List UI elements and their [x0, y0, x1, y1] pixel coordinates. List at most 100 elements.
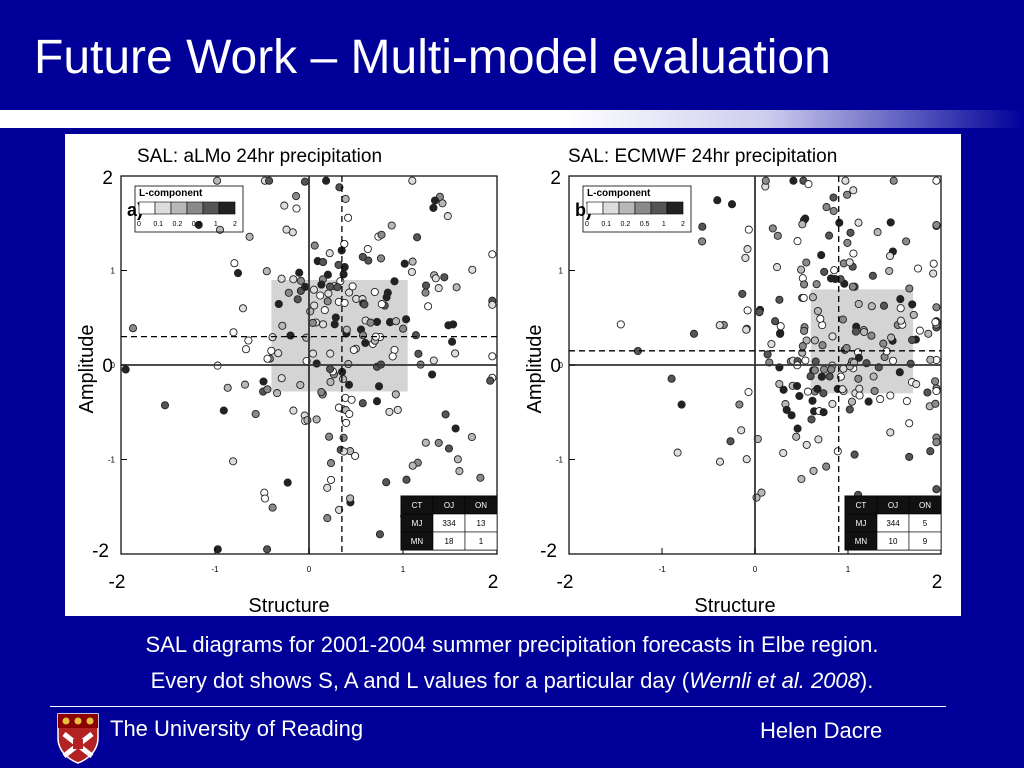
- scatter-point: [792, 432, 801, 441]
- scatter-point: [932, 176, 941, 185]
- x-max-label: 2: [932, 572, 943, 593]
- scatter-point: [260, 494, 270, 503]
- scatter-point: [923, 388, 932, 397]
- scatter-point: [413, 233, 422, 242]
- scatter-point: [274, 299, 283, 309]
- scatter-point: [289, 275, 298, 284]
- scatter-point: [828, 399, 837, 408]
- scatter-point: [841, 176, 850, 185]
- scatter-point: [387, 221, 396, 230]
- scatter-point: [876, 395, 885, 404]
- scatter-point: [931, 399, 940, 408]
- scatter-point: [810, 366, 819, 375]
- scatter-point: [854, 299, 863, 309]
- scatter-point: [251, 409, 260, 419]
- scatter-point: [213, 545, 222, 554]
- scatter-point: [309, 285, 318, 294]
- scatter-point: [828, 332, 837, 341]
- scatter-point: [385, 407, 394, 416]
- scatter-point: [854, 218, 863, 227]
- scatter-point: [932, 386, 941, 396]
- scatter-point: [929, 259, 938, 268]
- scatter-point: [393, 405, 402, 414]
- y-max-label: 2: [550, 168, 561, 189]
- scatter-point: [273, 389, 282, 398]
- scatter-point: [308, 318, 317, 327]
- scatter-point: [408, 257, 417, 266]
- scatter-point: [757, 488, 766, 497]
- scatter-point: [382, 478, 391, 487]
- scatter-point: [383, 288, 392, 297]
- scatter-point: [864, 397, 873, 406]
- legend-tick-label: 0: [585, 221, 589, 228]
- scatter-point: [391, 317, 401, 326]
- table-cell-text: 9: [923, 537, 928, 546]
- scatter-point: [888, 356, 898, 365]
- scatter-point: [799, 293, 808, 302]
- legend-swatch: [634, 201, 652, 215]
- sal-chart-ecmwf: SAL: ECMWF 24hr precipitation -1 -1 0 0 1 1 2 0 -…: [524, 146, 943, 616]
- scatter-point: [713, 196, 722, 205]
- scatter-point: [842, 343, 851, 353]
- x-inner-tick-label: 0: [753, 565, 758, 574]
- scatter-point: [667, 374, 676, 383]
- scatter-point: [282, 225, 291, 234]
- l-component-legend: L-component 0 0.1 0.2 0.5 1 2: [582, 185, 692, 233]
- y-zero-label: 0: [102, 356, 113, 377]
- scatter-point: [323, 270, 332, 279]
- scatter-point: [476, 473, 485, 482]
- scatter-point: [742, 325, 751, 334]
- table-cell-text: ON: [919, 501, 931, 510]
- table-cell: [464, 531, 498, 551]
- scatter-point: [488, 250, 497, 259]
- scatter-point: [787, 411, 796, 420]
- scatter-point: [486, 376, 495, 385]
- scatter-point: [801, 356, 810, 365]
- legend-title: L-component: [587, 188, 651, 199]
- scatter-point: [859, 327, 869, 337]
- legend-tick-label: 1: [214, 221, 218, 228]
- scatter-point: [402, 315, 411, 324]
- caption-prefix: Every dot shows S, A and L values for a …: [150, 668, 690, 693]
- scatter-point: [807, 415, 816, 424]
- scatter-point: [244, 336, 253, 345]
- table-cell-text: 13: [477, 519, 486, 528]
- scatter-point: [886, 218, 895, 227]
- scatter-point: [331, 313, 340, 322]
- scatter-point: [265, 176, 274, 185]
- legend-tick-label: 0.1: [601, 221, 611, 228]
- scatter-point: [434, 438, 443, 447]
- y-min-label: -2: [92, 541, 109, 562]
- scatter-point: [698, 237, 707, 246]
- scatter-point: [819, 408, 828, 417]
- scatter-point: [820, 365, 829, 374]
- table-cell-text: 5: [923, 519, 928, 528]
- scatter-point: [932, 485, 941, 494]
- scatter-point: [344, 380, 354, 389]
- scatter-point: [372, 397, 382, 406]
- figure-panel: SAL: aLMo 24hr precipitation -1 -1 0 0 1 1 2 0 -2…: [65, 134, 961, 616]
- legend-swatch: [170, 201, 188, 215]
- scatter-point: [326, 475, 336, 484]
- scatter-point: [241, 345, 251, 354]
- x-inner-tick-label: 0: [307, 565, 312, 574]
- x-min-label: -2: [109, 572, 126, 593]
- scatter-point: [870, 386, 879, 396]
- x-max-label: 2: [488, 572, 499, 593]
- scatter-point: [300, 177, 309, 186]
- scatter-point: [229, 457, 238, 466]
- scatter-point: [310, 301, 319, 310]
- scatter-point: [268, 503, 277, 512]
- y-max-label: 2: [102, 168, 113, 189]
- legend-title: L-component: [139, 188, 203, 199]
- scatter-point: [408, 176, 417, 185]
- scatter-point: [238, 304, 248, 313]
- scatter-point: [323, 297, 332, 306]
- scatter-point: [789, 176, 798, 185]
- scatter-point: [819, 389, 828, 398]
- scatter-point: [375, 530, 384, 539]
- scatter-point: [339, 375, 348, 384]
- scatter-point: [340, 263, 349, 272]
- scatter-point: [838, 385, 847, 394]
- scatter-point: [348, 282, 357, 291]
